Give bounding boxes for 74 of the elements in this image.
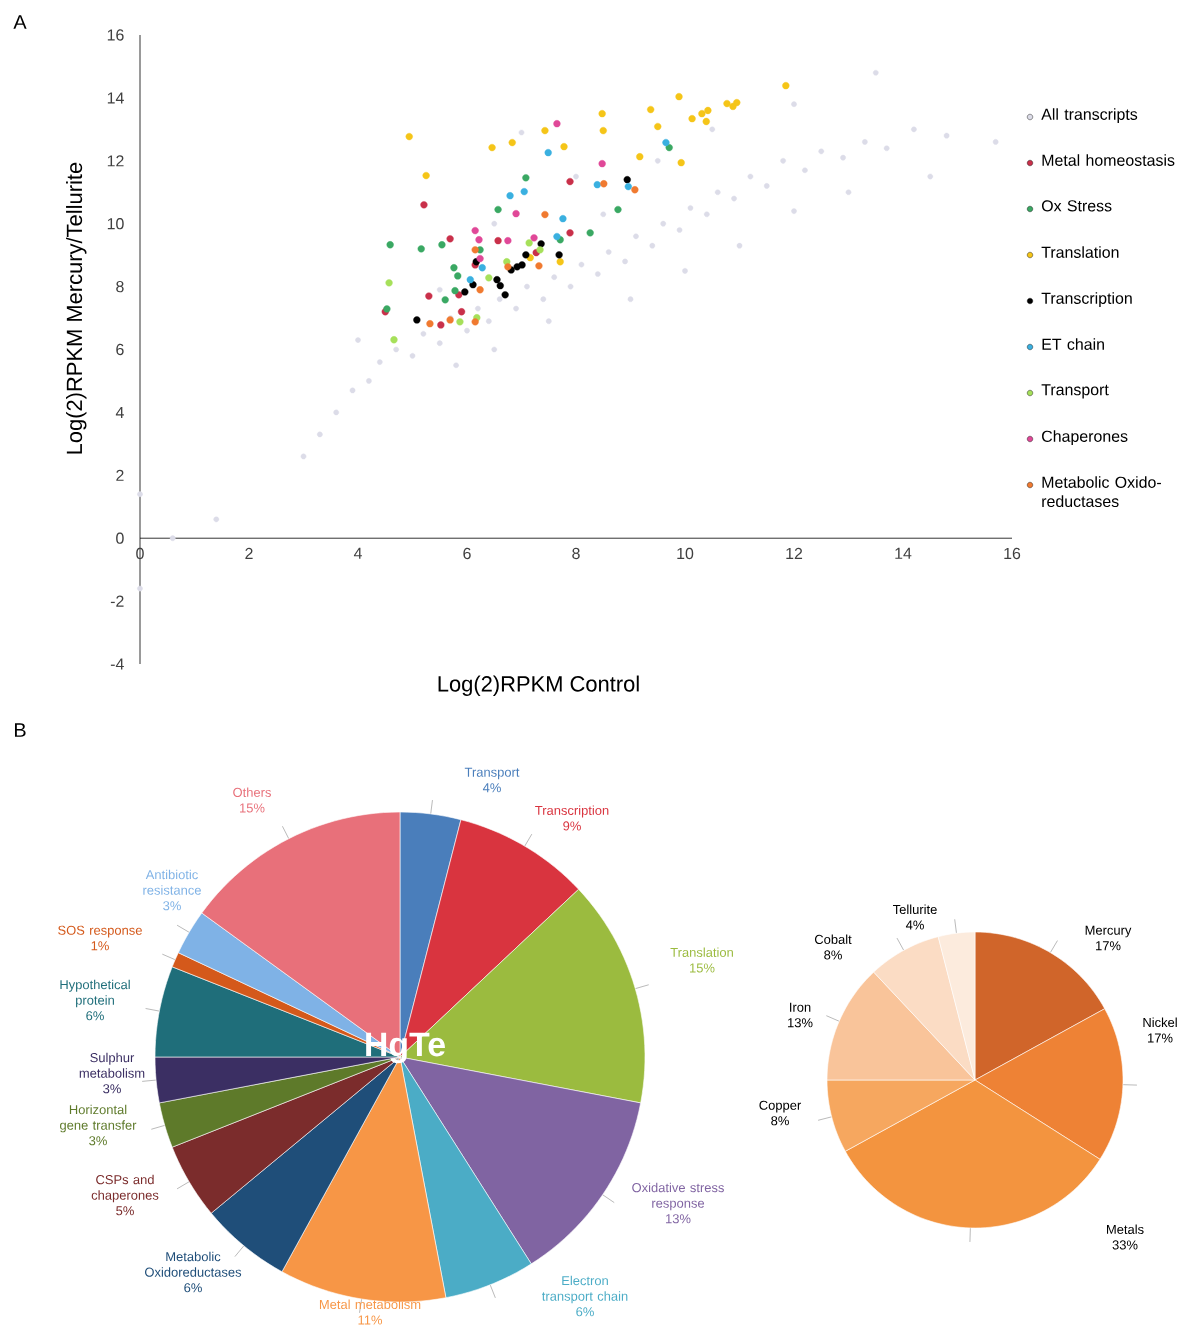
slice-label: Sulphur metabolism bbox=[79, 1052, 145, 1078]
legend-label: Translation bbox=[1041, 246, 1119, 258]
data-label: 17% bbox=[1148, 1033, 1173, 1043]
y-tick-label: 16 bbox=[107, 29, 124, 41]
slice-label: Transport bbox=[464, 767, 520, 780]
text: B bbox=[15, 723, 26, 737]
legend-label: Metabolic Oxido-reductases bbox=[1042, 476, 1161, 508]
slice-label: CSPs and chaperones bbox=[91, 1174, 159, 1203]
data-label: 6% bbox=[576, 1307, 594, 1317]
data-label: 33% bbox=[1112, 1240, 1138, 1250]
data-label: 8% bbox=[771, 1116, 789, 1126]
legend-label: Transport bbox=[1041, 384, 1109, 399]
data-label: 8% bbox=[824, 950, 842, 960]
slice-label: Metabolic Oxidoreductases bbox=[145, 1251, 242, 1277]
slice-label: Iron bbox=[790, 1002, 811, 1012]
data-label: 1% bbox=[91, 941, 109, 951]
data-label: 3% bbox=[103, 1084, 121, 1094]
y-tick-label: 8 bbox=[116, 280, 124, 293]
slice-label: Horizontal gene transfer bbox=[60, 1104, 137, 1133]
slice-label: Tellurite bbox=[892, 904, 937, 915]
x-tick-label: 2 bbox=[245, 547, 253, 559]
data-label: 11% bbox=[358, 1315, 383, 1325]
data-label: 4% bbox=[905, 920, 924, 930]
data-label: 13% bbox=[788, 1018, 813, 1028]
slice-label: Oxidative stress response bbox=[632, 1182, 724, 1211]
text: A bbox=[13, 15, 27, 29]
y-tick-label: 10 bbox=[107, 218, 124, 230]
legend-label: Ox Stress bbox=[1041, 200, 1112, 212]
data-label: 6% bbox=[86, 1011, 104, 1021]
x-tick-label: 0 bbox=[136, 547, 144, 560]
slice-label: Cobalt bbox=[814, 934, 852, 944]
x-axis-title: Log(2)RPKM Control bbox=[438, 675, 639, 696]
legend-label: All transcripts bbox=[1041, 108, 1138, 124]
data-label: 5% bbox=[116, 1206, 134, 1216]
x-tick-label: 4 bbox=[353, 547, 362, 559]
legend-label: ET chain bbox=[1042, 338, 1104, 350]
data-label: 6% bbox=[184, 1283, 202, 1293]
slice-label: Mercury bbox=[1085, 925, 1132, 938]
legend-label: Chaperones bbox=[1042, 430, 1128, 446]
slice-label: SOS response bbox=[58, 925, 142, 938]
x-tick-label: 12 bbox=[786, 547, 803, 559]
slice-label: Electron transport chain bbox=[542, 1275, 628, 1304]
x-tick-label: 10 bbox=[677, 547, 694, 560]
slice-label: Metals bbox=[1107, 1224, 1144, 1234]
data-label: 9% bbox=[563, 821, 581, 831]
data-label: 3% bbox=[163, 901, 181, 911]
y-tick-label: -4 bbox=[110, 658, 124, 670]
y-tick-label: 6 bbox=[116, 343, 124, 356]
data-label: 17% bbox=[1096, 941, 1121, 951]
data-label: 15% bbox=[240, 803, 265, 813]
data-label: 13% bbox=[666, 1214, 691, 1224]
data-label: 3% bbox=[89, 1136, 107, 1146]
x-tick-label: 6 bbox=[463, 547, 471, 560]
y-tick-label: -2 bbox=[110, 595, 124, 607]
x-tick-label: 16 bbox=[1004, 547, 1021, 560]
y-tick-label: 14 bbox=[107, 92, 124, 104]
x-tick-label: 14 bbox=[895, 547, 912, 559]
slice-label: Translation bbox=[670, 947, 733, 957]
x-tick-label: 8 bbox=[572, 547, 580, 560]
slice-label: Nickel bbox=[1143, 1017, 1177, 1028]
data-label: 4% bbox=[482, 783, 501, 793]
y-tick-label: 4 bbox=[115, 406, 124, 418]
y-tick-label: 0 bbox=[116, 532, 124, 544]
slice-label: Hypothetical protein bbox=[60, 979, 130, 1008]
slice-label: Antibiotic resistance bbox=[143, 869, 201, 895]
slice-label: Transcription bbox=[535, 805, 609, 818]
slice-label: Others bbox=[233, 787, 271, 797]
y-tick-label: 2 bbox=[116, 469, 124, 481]
data-label: 15% bbox=[690, 963, 715, 973]
y-axis-title: Log(2)RPKM Mercury/Tellurite bbox=[66, 162, 87, 454]
legend-label: Metal homeostasis bbox=[1042, 154, 1175, 166]
legend-label: Transcription bbox=[1041, 292, 1132, 308]
slice-label: Copper bbox=[759, 1100, 802, 1113]
y-tick-label: 12 bbox=[107, 155, 124, 167]
